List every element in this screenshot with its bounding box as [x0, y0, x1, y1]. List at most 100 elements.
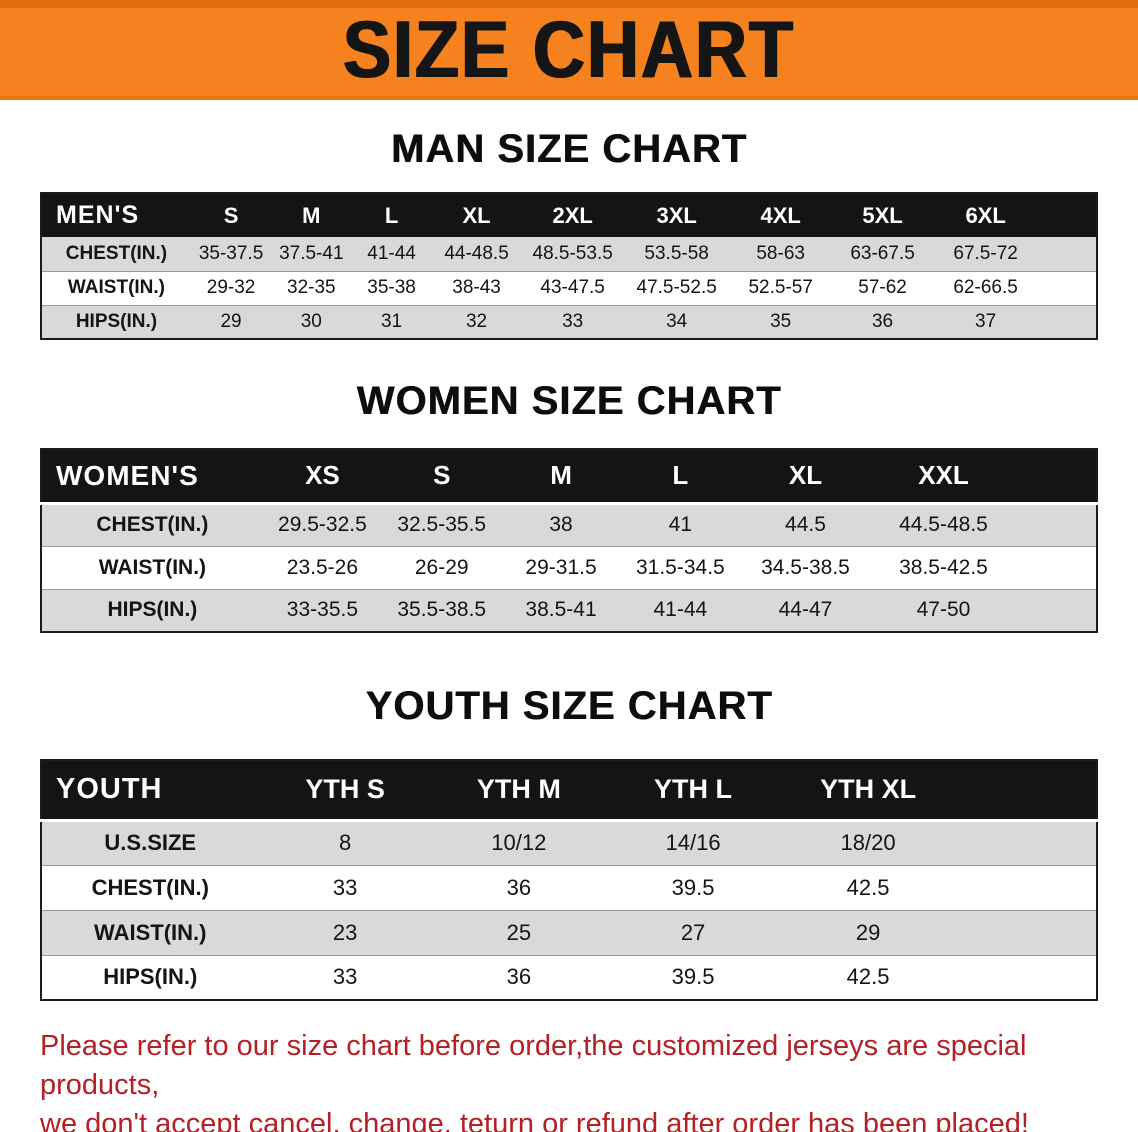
table-row: U.S.SIZE 8 10/12 14/16 18/20	[41, 818, 1097, 865]
banner: SIZE CHART	[0, 0, 1138, 100]
size-cell: 44.5-48.5	[870, 501, 1097, 546]
youth-size-table: YOUTH YTH S YTH M YTH L YTH XL U.S.SIZE …	[40, 759, 1098, 1001]
size-cell: 37.5-41	[271, 237, 352, 271]
size-cell: 31	[351, 304, 432, 339]
page-title: SIZE CHART	[343, 5, 795, 95]
men-chest-row-label: CHEST(IN.)	[41, 237, 191, 271]
column-header: 5XL	[831, 193, 934, 237]
women-size-table: WOMEN'S XS S M L XL XXL CHEST(IN.) 29.5-…	[40, 448, 1098, 633]
youth-size-section: YOUTH SIZE CHART YOUTH YTH S YTH M YTH L…	[0, 683, 1138, 1001]
size-cell: 34	[623, 304, 730, 339]
size-cell: 52.5-57	[729, 270, 832, 305]
size-cell: 8	[258, 818, 432, 865]
size-cell: 30	[271, 304, 352, 339]
column-header: XXL	[870, 449, 1097, 503]
column-header: 3XL	[623, 193, 730, 237]
column-header: XS	[262, 449, 383, 503]
size-cell: 41-44	[620, 588, 741, 632]
column-header: XL	[740, 449, 871, 503]
size-cell: 42.5	[780, 864, 1097, 910]
men-size-section: MAN SIZE CHART MEN'S S M L XL 2XL 3XL 4X…	[0, 126, 1138, 340]
size-cell: 25	[431, 909, 606, 955]
table-row: WAIST(IN.) 23.5-26 26-29 29-31.5 31.5-34…	[41, 545, 1097, 589]
size-cell: 29	[780, 909, 1097, 955]
men-waist-row-label: WAIST(IN.)	[41, 270, 191, 305]
youth-ussize-row-label: U.S.SIZE	[41, 818, 259, 865]
size-cell: 23.5-26	[262, 545, 383, 589]
column-header: 4XL	[729, 193, 832, 237]
notice-line-1: Please refer to our size chart before or…	[40, 1030, 1027, 1102]
size-cell: 48.5-53.5	[521, 237, 624, 271]
youth-section-title: YOUTH SIZE CHART	[365, 684, 773, 728]
size-cell: 29-32	[190, 270, 272, 305]
size-cell: 27	[605, 909, 781, 955]
size-cell: 57-62	[831, 270, 934, 305]
men-table-label: MEN'S	[41, 193, 191, 237]
table-row: CHEST(IN.) 29.5-32.5 32.5-35.5 38 41 44.…	[41, 501, 1097, 546]
size-cell: 47.5-52.5	[623, 270, 730, 305]
size-cell: 33-35.5	[262, 588, 383, 632]
size-cell: 62-66.5	[933, 270, 1097, 305]
size-cell: 36	[831, 304, 934, 339]
size-cell: 29	[190, 304, 272, 339]
size-cell: 38.5-41	[501, 588, 621, 632]
size-cell: 44-48.5	[431, 237, 522, 271]
men-hips-row-label: HIPS(IN.)	[41, 304, 191, 339]
size-cell: 35.5-38.5	[382, 588, 502, 632]
footer-notice: Please refer to our size chart before or…	[40, 1027, 1098, 1132]
size-cell: 38-43	[431, 270, 522, 305]
size-cell: 42.5	[780, 954, 1097, 1000]
column-header: M	[271, 193, 352, 237]
size-cell: 10/12	[431, 818, 606, 865]
women-table-label: WOMEN'S	[41, 449, 263, 503]
youth-chest-row-label: CHEST(IN.)	[41, 864, 259, 910]
table-row: CHEST(IN.) 35-37.5 37.5-41 41-44 44-48.5…	[41, 237, 1097, 271]
size-cell: 39.5	[605, 864, 781, 910]
size-cell: 35-37.5	[190, 237, 272, 271]
youth-waist-row-label: WAIST(IN.)	[41, 909, 259, 955]
column-header: YTH XL	[780, 760, 1097, 820]
notice-line-2: we don't accept cancel, change, teturn o…	[40, 1108, 1029, 1132]
size-cell: 26-29	[382, 545, 502, 589]
size-cell: 37	[933, 304, 1097, 339]
women-header-row: WOMEN'S XS S M L XL XXL	[41, 449, 1097, 503]
size-cell: 38	[501, 501, 621, 546]
size-cell: 44.5	[740, 501, 871, 546]
size-cell: 38.5-42.5	[870, 545, 1097, 589]
size-cell: 31.5-34.5	[620, 545, 741, 589]
column-header: YTH L	[605, 760, 781, 820]
women-hips-row-label: HIPS(IN.)	[41, 588, 263, 632]
size-cell: 23	[258, 909, 432, 955]
size-cell: 32	[431, 304, 522, 339]
table-row: HIPS(IN.) 29 30 31 32 33 34 35 36 37	[41, 304, 1097, 339]
youth-hips-row-label: HIPS(IN.)	[41, 954, 259, 1000]
column-header: XL	[431, 193, 522, 237]
table-row: CHEST(IN.) 33 36 39.5 42.5	[41, 864, 1097, 910]
column-header: YTH S	[258, 760, 432, 820]
size-cell: 32-35	[271, 270, 352, 305]
youth-table-label: YOUTH	[41, 760, 259, 820]
women-waist-row-label: WAIST(IN.)	[41, 545, 263, 589]
size-cell: 33	[258, 954, 432, 1000]
size-cell: 34.5-38.5	[740, 545, 871, 589]
column-header: 2XL	[521, 193, 624, 237]
table-row: WAIST(IN.) 23 25 27 29	[41, 909, 1097, 955]
size-cell: 63-67.5	[831, 237, 934, 271]
size-cell: 33	[521, 304, 624, 339]
column-header: 6XL	[933, 193, 1097, 237]
table-row: HIPS(IN.) 33-35.5 35.5-38.5 38.5-41 41-4…	[41, 588, 1097, 632]
size-cell: 14/16	[605, 818, 781, 865]
column-header: S	[190, 193, 272, 237]
youth-header-row: YOUTH YTH S YTH M YTH L YTH XL	[41, 760, 1097, 820]
size-cell: 53.5-58	[623, 237, 730, 271]
size-cell: 43-47.5	[521, 270, 624, 305]
column-header: S	[382, 449, 502, 503]
size-cell: 35	[729, 304, 832, 339]
size-cell: 29.5-32.5	[262, 501, 383, 546]
men-size-table: MEN'S S M L XL 2XL 3XL 4XL 5XL 6XL CHEST…	[40, 192, 1098, 340]
size-cell: 36	[431, 864, 606, 910]
women-chest-row-label: CHEST(IN.)	[41, 501, 263, 546]
size-cell: 58-63	[729, 237, 832, 271]
size-cell: 41-44	[351, 237, 432, 271]
